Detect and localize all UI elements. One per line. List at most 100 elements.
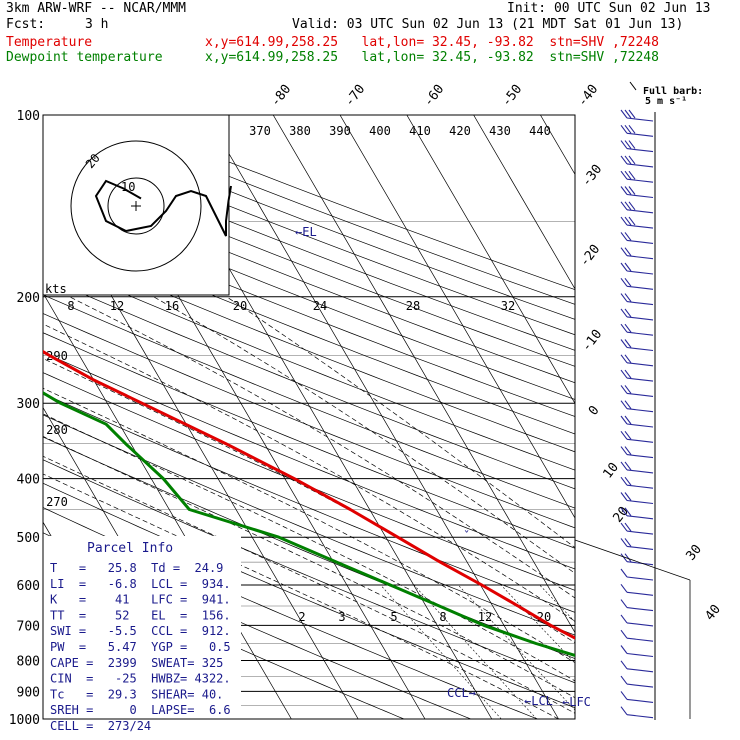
hodograph: kts 10 20: [42, 114, 232, 296]
wind-barb: [620, 522, 654, 535]
wind-barb-flag: [624, 247, 632, 257]
temperature-label: Temperature: [6, 35, 93, 50]
wind-barb: [620, 568, 654, 581]
forecast-label: Fcst:: [6, 17, 46, 32]
parcel-info-row: CIN = -25 HWBZ= 4322.: [50, 672, 231, 686]
pressure-tick-label: 900: [17, 685, 40, 700]
parcel-info-title: Parcel Info: [87, 541, 173, 556]
wind-barb-flag: [624, 461, 632, 471]
freezing-marker: ˇ: [463, 529, 470, 543]
wind-barb-flag: [620, 568, 628, 578]
isotherm: [206, 115, 559, 719]
mixing-ratio-label: 3: [338, 610, 345, 624]
isotherm: [473, 115, 575, 290]
wind-barb-flag: [624, 446, 632, 455]
wind-barb: [620, 277, 654, 290]
wind-barb: [620, 629, 654, 642]
potential-temperature-label: 400: [369, 124, 391, 138]
hodograph-kts-label: kts: [45, 282, 67, 296]
wind-barb-flag: [624, 140, 632, 149]
wind-barb-flag: [620, 247, 628, 257]
wind-barb-flag: [624, 492, 632, 501]
theta-e-label: 270: [46, 495, 68, 509]
wind-barb-staff: [626, 561, 654, 566]
wind-barb-flag: [620, 262, 628, 272]
wind-barb-staff: [626, 285, 654, 290]
dry-adiabat: [43, 393, 575, 613]
wind-barb: [620, 124, 654, 137]
wind-barb-flag: [620, 507, 628, 517]
mixing-ratio-line: [500, 584, 575, 664]
isotherm: [339, 115, 575, 519]
dry-adiabat: [43, 159, 575, 367]
parcel-info-row: K = 41 LFC = 941.: [50, 593, 231, 607]
wind-barb-staff: [626, 545, 654, 550]
moist-adiabat: [43, 455, 575, 714]
wind-barb-staff: [626, 316, 654, 321]
potential-temperature-label: 420: [449, 124, 471, 138]
wind-barb-flag: [624, 323, 632, 333]
pressure-tick-label: 300: [17, 397, 40, 412]
moist-adiabat: [69, 296, 575, 599]
wind-barb: [620, 232, 654, 244]
wind-barb-staff: [626, 148, 654, 153]
parcel-info-row: PW = 5.47 YGP = 0.5: [50, 640, 231, 654]
parcel-info-row: TT = 52 EL = 156.: [50, 608, 231, 622]
wind-barb-flag: [624, 293, 632, 302]
wind-barb-flag: [620, 308, 628, 318]
wind-barb-flag: [628, 109, 636, 119]
wind-barb: [620, 691, 654, 703]
wind-barb-staff: [626, 591, 654, 596]
barb-legend-line1: Full barb:: [643, 86, 703, 97]
dry-adiabat: [43, 241, 575, 453]
wind-barb-staff: [626, 239, 654, 244]
wind-barb: [620, 262, 654, 275]
pressure-tick-label: 100: [17, 109, 40, 124]
wind-barb-flag: [620, 277, 628, 287]
wind-barb-staff: [626, 438, 654, 443]
hodograph-ring: [70, 140, 202, 272]
moist-adiabat: [43, 435, 575, 699]
isotherm-label: 40: [703, 602, 724, 624]
dewpoint-label: Dewpoint temperature: [6, 50, 163, 65]
wind-barb-flag: [624, 155, 632, 165]
pressure-tick-label: 600: [17, 579, 40, 594]
wind-barb-flag: [624, 507, 632, 517]
hodograph-speed-tick: 20: [233, 299, 247, 313]
dry-adiabat: [43, 414, 575, 636]
dewpoint-location: x,y=614.99,258.25 lat,lon= 32.45, -93.82…: [205, 50, 659, 65]
dry-adiabat: [43, 207, 575, 417]
isotherm-label: -60: [421, 82, 447, 110]
wind-barb: [620, 430, 654, 443]
wind-barb-flag: [624, 553, 632, 563]
wind-barb-flag: [620, 293, 628, 302]
wind-barb-staff: [626, 408, 654, 413]
chart-header: 3km ARW-WRF -- NCAR/MMM Init: 00 UTC Sun…: [0, 0, 740, 70]
wind-barb-flag: [624, 277, 632, 287]
wind-barb-staff: [626, 209, 654, 214]
isotherm-label: -50: [499, 82, 525, 110]
dry-adiabat: [43, 294, 575, 509]
wind-barb: [620, 446, 654, 459]
isotherm-label: -70: [342, 82, 368, 110]
wind-barb-staff: [626, 668, 654, 673]
wind-barb-flag: [624, 476, 632, 486]
wind-barb-flag: [620, 538, 628, 547]
parcel-info-box: Parcel Info T = 25.8 Td = 24.9 LI = -6.8 …: [43, 536, 241, 733]
wind-barb: [620, 293, 654, 306]
moist-adiabat: [43, 473, 559, 719]
hodograph-speed-tick: 24: [313, 299, 327, 313]
wind-barb-flag: [624, 538, 632, 547]
wind-barb-flag: [624, 109, 632, 119]
wind-barb-flag: [620, 415, 628, 425]
wind-barb-staff: [626, 637, 654, 642]
wind-barb-staff: [626, 255, 654, 260]
wind-barb-flag: [620, 599, 628, 608]
moist-adiabat: [43, 413, 575, 682]
wind-barb-staff: [626, 530, 654, 535]
wind-barb-flag: [620, 339, 628, 348]
wind-barb-flag: [620, 124, 628, 134]
isotherm-label: -10: [579, 327, 605, 355]
wind-barb: [620, 675, 654, 688]
lfc-annotation: ←LFC: [562, 695, 591, 709]
